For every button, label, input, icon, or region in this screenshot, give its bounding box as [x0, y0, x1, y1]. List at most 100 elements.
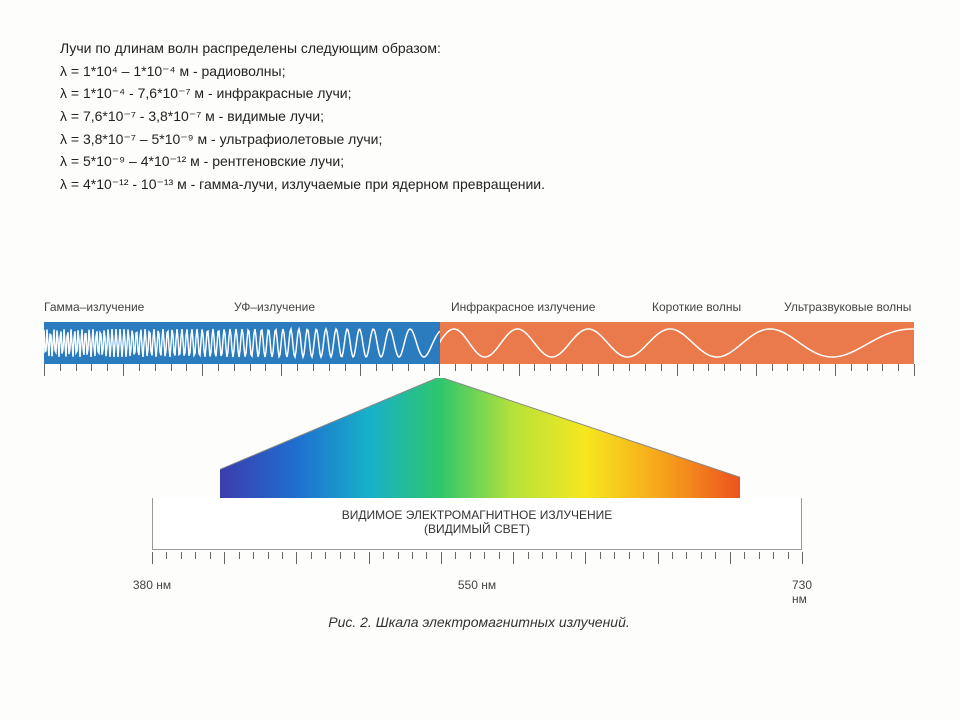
nm-label: 380 нм: [133, 578, 171, 592]
tick: [360, 364, 361, 376]
tick: [439, 364, 440, 376]
wavelength-line: λ = 3,8*10⁻⁷ – 5*10⁻⁹ м - ультрафиолетов…: [60, 129, 880, 151]
nm-tick: [701, 552, 702, 559]
wavelength-line: λ = 1*10⁴ – 1*10⁻⁴ м - радиоволны;: [60, 61, 880, 83]
tick: [740, 364, 741, 371]
tick: [91, 364, 92, 371]
nm-tick: [744, 552, 745, 559]
tick: [107, 364, 108, 371]
nm-tick: [556, 552, 557, 559]
tick: [60, 364, 61, 371]
nm-tick: [715, 552, 716, 559]
tick: [724, 364, 725, 371]
nm-tick: [759, 552, 760, 559]
nm-tick: [152, 552, 153, 564]
tick: [708, 364, 709, 371]
nm-tick: [166, 552, 167, 559]
tick: [645, 364, 646, 371]
nm-tick: [354, 552, 355, 559]
wavelength-text-block: Лучи по длинам волн распределены следующ…: [60, 38, 880, 197]
tick: [455, 364, 456, 371]
band-labels-row: Гамма–излучениеУФ–излучениеИнфракрасное …: [44, 300, 914, 318]
wavelength-line: λ = 4*10⁻¹² - 10⁻¹³ м - гамма-лучи, излу…: [60, 174, 880, 196]
tick: [566, 364, 567, 371]
nm-tick: [195, 552, 196, 559]
nm-tick: [643, 552, 644, 559]
nm-tick: [571, 552, 572, 559]
wavelength-line: λ = 5*10⁻⁹ – 4*10⁻¹² м - рентгеновские л…: [60, 151, 880, 173]
tick: [629, 364, 630, 371]
tick: [487, 364, 488, 371]
tick: [329, 364, 330, 371]
wave-band: [44, 322, 914, 364]
tick: [582, 364, 583, 371]
tick: [867, 364, 868, 371]
nm-tick: [672, 552, 673, 559]
band-segment: [44, 322, 440, 364]
tick: [155, 364, 156, 371]
tick: [677, 364, 678, 376]
nm-tick: [282, 552, 283, 559]
nm-tick: [686, 552, 687, 559]
nm-tick: [181, 552, 182, 559]
nm-tick: [658, 552, 659, 564]
tick: [534, 364, 535, 371]
nm-tick: [210, 552, 211, 559]
tick: [550, 364, 551, 371]
tick: [44, 364, 45, 376]
tick: [186, 364, 187, 371]
tick: [835, 364, 836, 376]
nm-tick: [629, 552, 630, 559]
nm-tick: [398, 552, 399, 559]
band-segment: [440, 322, 914, 364]
band-label: Ультразвуковые волны: [784, 300, 911, 314]
tick: [202, 364, 203, 376]
nm-tick: [802, 552, 803, 564]
nm-label: 550 нм: [458, 578, 496, 592]
tick: [772, 364, 773, 371]
nm-tick: [773, 552, 774, 559]
nm-tick: [340, 552, 341, 559]
nm-tick: [268, 552, 269, 559]
tick: [297, 364, 298, 371]
nm-tick: [253, 552, 254, 559]
nm-tick: [412, 552, 413, 559]
nm-tick: [311, 552, 312, 559]
heading: Лучи по длинам волн распределены следующ…: [60, 38, 880, 60]
wavelength-line: λ = 1*10⁻⁴ - 7,6*10⁻⁷ м - инфракрасные л…: [60, 83, 880, 105]
visible-label-line2: (ВИДИМЫЙ СВЕТ): [153, 522, 801, 536]
tick: [376, 364, 377, 371]
tick: [281, 364, 282, 376]
nm-tick: [614, 552, 615, 559]
tick: [265, 364, 266, 371]
nm-tick: [484, 552, 485, 559]
tick: [424, 364, 425, 371]
tick: [693, 364, 694, 371]
tick: [598, 364, 599, 376]
tick: [756, 364, 757, 376]
nm-tick: [470, 552, 471, 559]
tick: [803, 364, 804, 371]
nm-tick: [455, 552, 456, 559]
nm-tick: [542, 552, 543, 559]
nm-tick: [788, 552, 789, 559]
tick: [345, 364, 346, 371]
tick: [519, 364, 520, 376]
visible-expansion: ВИДИМОЕ ЭЛЕКТРОМАГНИТНОЕ ИЗЛУЧЕНИЕ (ВИДИ…: [44, 378, 914, 638]
nm-tick: [426, 552, 427, 559]
visible-prism: [220, 378, 740, 498]
visible-label-box: ВИДИМОЕ ЭЛЕКТРОМАГНИТНОЕ ИЗЛУЧЕНИЕ (ВИДИ…: [152, 498, 802, 550]
tick: [661, 364, 662, 371]
tick: [898, 364, 899, 371]
tick: [851, 364, 852, 371]
band-label: Инфракрасное излучение: [451, 300, 595, 314]
nm-tick: [528, 552, 529, 559]
tick: [234, 364, 235, 371]
tick: [392, 364, 393, 371]
em-spectrum-diagram: Гамма–излучениеУФ–излучениеИнфракрасное …: [44, 300, 914, 638]
wavelength-line: λ = 7,6*10⁻⁷ - 3,8*10⁻⁷ м - видимые лучи…: [60, 106, 880, 128]
top-tick-row: [44, 364, 914, 378]
tick: [408, 364, 409, 371]
nm-label: 730 нм: [792, 578, 812, 606]
band-label: УФ–излучение: [234, 300, 315, 314]
